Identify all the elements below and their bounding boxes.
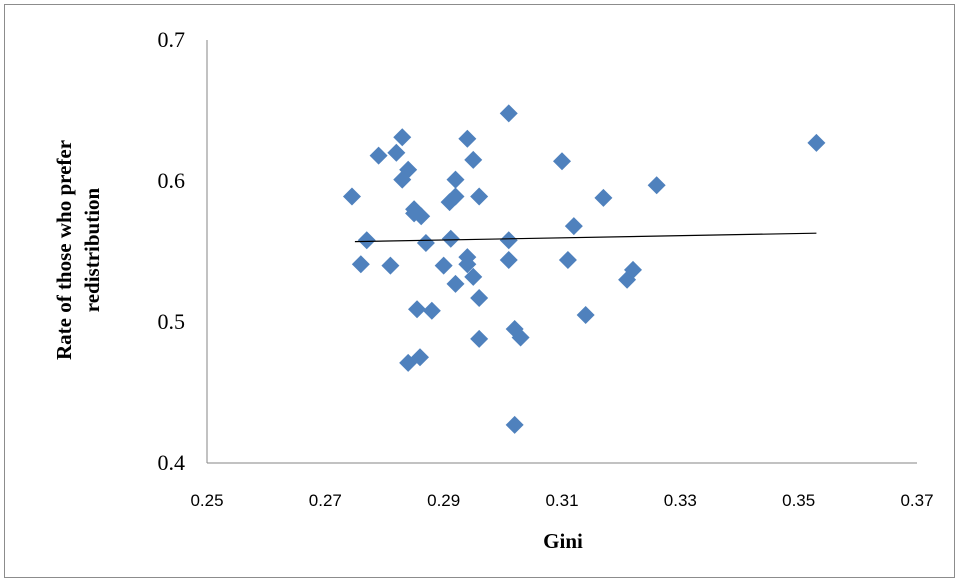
data-point bbox=[470, 329, 489, 348]
data-point bbox=[342, 187, 361, 206]
data-point bbox=[624, 260, 642, 279]
data-point bbox=[458, 129, 477, 148]
data-point bbox=[576, 305, 595, 324]
data-point bbox=[505, 415, 524, 434]
data-point bbox=[499, 231, 518, 250]
data-point bbox=[564, 217, 583, 236]
x-tick-label: 0.35 bbox=[782, 491, 815, 510]
x-tick-label: 0.29 bbox=[427, 491, 460, 510]
data-point bbox=[387, 143, 406, 162]
data-point bbox=[381, 256, 400, 275]
data-point bbox=[499, 104, 518, 123]
y-axis-title-line-2: redistribution bbox=[80, 187, 104, 312]
data-point bbox=[422, 301, 441, 320]
data-point bbox=[399, 160, 418, 179]
data-point bbox=[441, 229, 460, 248]
x-tick-label: 0.27 bbox=[309, 491, 342, 510]
data-point bbox=[369, 146, 388, 165]
x-tick-label: 0.31 bbox=[545, 491, 578, 510]
data-points bbox=[342, 104, 826, 434]
data-point bbox=[408, 300, 427, 319]
x-tick-label: 0.37 bbox=[900, 491, 933, 510]
data-point bbox=[470, 289, 489, 308]
data-point bbox=[351, 255, 370, 274]
y-tick-labels: 0.4 0.5 0.6 0.7 bbox=[158, 27, 186, 475]
data-point bbox=[458, 255, 477, 274]
data-point bbox=[434, 256, 453, 275]
data-point bbox=[412, 207, 431, 226]
x-tick-label: 0.25 bbox=[190, 491, 223, 510]
axes bbox=[206, 40, 917, 464]
x-axis-title: Gini bbox=[543, 529, 583, 553]
y-tick-label: 0.7 bbox=[158, 27, 186, 52]
y-axis-title-line-1: Rate of those who prefer bbox=[52, 140, 76, 360]
data-point bbox=[411, 348, 429, 367]
x-tick-labels: 0.25 0.27 0.29 0.31 0.33 0.35 0.37 bbox=[190, 491, 933, 510]
data-point bbox=[446, 274, 465, 293]
data-point bbox=[647, 176, 666, 195]
y-tick-label: 0.5 bbox=[158, 309, 186, 334]
data-point bbox=[499, 250, 518, 269]
data-point bbox=[511, 328, 530, 347]
data-point bbox=[558, 250, 577, 269]
trendline bbox=[354, 232, 817, 243]
data-point bbox=[393, 128, 412, 147]
data-point bbox=[464, 267, 483, 286]
data-point bbox=[416, 234, 435, 253]
y-tick-label: 0.6 bbox=[158, 168, 186, 193]
data-point bbox=[594, 188, 613, 207]
data-point bbox=[446, 170, 465, 189]
data-point bbox=[464, 150, 483, 169]
y-tick-label: 0.4 bbox=[158, 450, 186, 475]
data-point bbox=[446, 187, 465, 206]
data-point bbox=[357, 231, 376, 250]
data-point bbox=[553, 152, 571, 171]
x-tick-label: 0.33 bbox=[664, 491, 697, 510]
data-point bbox=[470, 187, 489, 206]
data-point bbox=[807, 133, 826, 152]
